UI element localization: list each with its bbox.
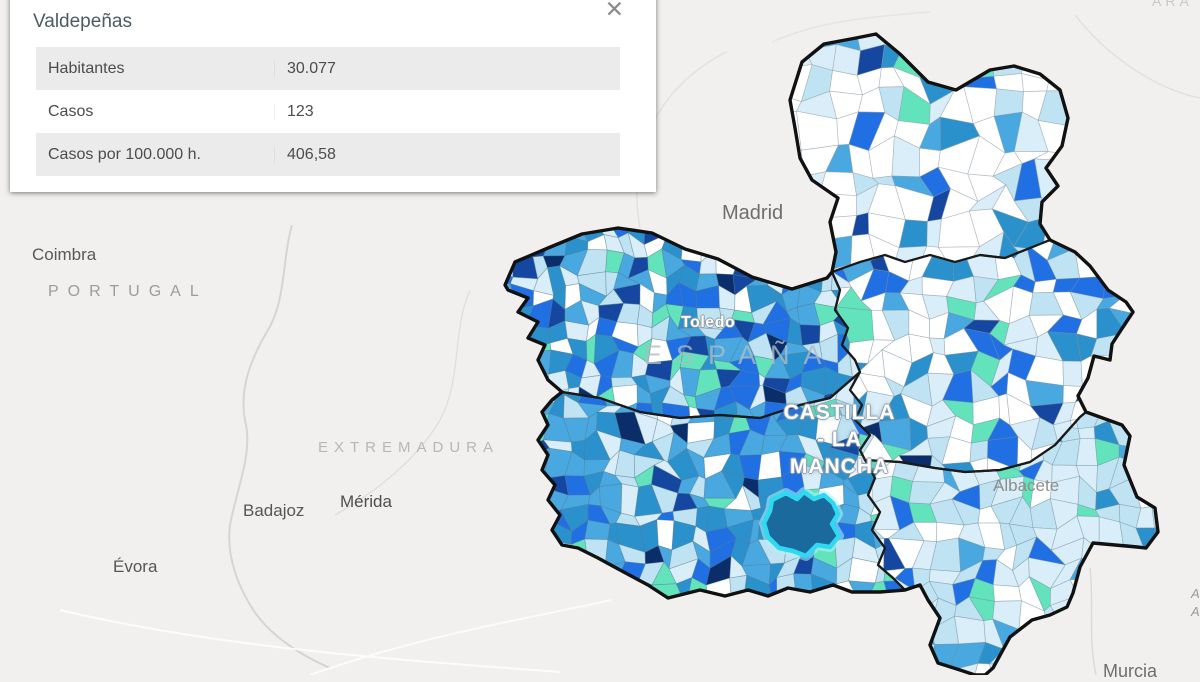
municipality-cell[interactable] xyxy=(759,593,789,611)
faint-line-northeast xyxy=(1074,14,1200,99)
attribute-value: 406,58 xyxy=(274,145,620,164)
portugal-border-line xyxy=(228,224,331,669)
road-line-1 xyxy=(59,609,561,673)
municipality-cell[interactable] xyxy=(993,88,1024,117)
municipality-cell[interactable] xyxy=(1151,478,1183,507)
municipality-cell[interactable] xyxy=(793,573,814,602)
municipality-cell[interactable] xyxy=(696,307,724,330)
municipality-cell[interactable] xyxy=(614,579,640,604)
municipality-cell[interactable] xyxy=(1076,438,1098,467)
municipality-cell[interactable] xyxy=(749,253,774,280)
road-line-2 xyxy=(309,599,613,675)
municipality-cell[interactable] xyxy=(688,406,709,431)
table-row: Casos por 100.000 h. 406,58 xyxy=(36,133,620,176)
attribute-value: 123 xyxy=(274,102,620,121)
municipality-cell[interactable] xyxy=(941,461,979,477)
attribute-label: Casos por 100.000 h. xyxy=(48,145,201,163)
municipality-cell[interactable] xyxy=(919,48,957,78)
municipality-cell[interactable] xyxy=(741,594,773,623)
municipality-cell[interactable] xyxy=(656,519,675,551)
municipality-cell[interactable] xyxy=(675,577,693,606)
municipality-cell[interactable] xyxy=(990,41,1025,77)
municipality-cell[interactable] xyxy=(680,230,703,263)
basemap-lines xyxy=(19,11,1200,675)
municipality-cell[interactable] xyxy=(1109,354,1147,382)
municipality-cell[interactable] xyxy=(1074,248,1106,279)
table-row: Casos 123 xyxy=(36,90,620,133)
popup-attribute-table: Habitantes 30.077 Casos 123 Casos por 10… xyxy=(36,47,620,176)
attribute-label: Casos xyxy=(48,102,94,120)
municipality-cell[interactable] xyxy=(970,39,995,79)
municipality-cell[interactable] xyxy=(757,450,782,481)
municipality-cell[interactable] xyxy=(992,584,1022,602)
extremadura-line xyxy=(334,289,471,516)
municipality-cell[interactable] xyxy=(819,171,857,197)
municipality-cell[interactable] xyxy=(799,324,821,346)
murcia-border-line xyxy=(1089,567,1097,675)
municipality-cell[interactable] xyxy=(1040,197,1068,225)
municipality-cell[interactable] xyxy=(1077,426,1096,440)
municipality-cell[interactable] xyxy=(969,457,988,478)
attribute-value: 30.077 xyxy=(274,59,620,78)
municipality-cell[interactable] xyxy=(1062,360,1083,387)
municipality-cell[interactable] xyxy=(735,400,758,429)
region-border-castilla-la-mancha xyxy=(503,32,1160,675)
municipality-cell[interactable] xyxy=(768,576,778,607)
feature-popup: Valdepeñas ✕ Habitantes 30.077 Casos 123… xyxy=(10,0,656,192)
faint-line-north xyxy=(771,11,931,43)
municipality-cell[interactable] xyxy=(1108,399,1140,422)
municipality-cell[interactable] xyxy=(1151,500,1184,529)
municipality-cell[interactable] xyxy=(954,615,986,645)
popup-title: Valdepeñas xyxy=(33,11,132,32)
municipality-cell[interactable] xyxy=(776,38,813,69)
municipality-cell[interactable] xyxy=(1142,546,1163,571)
municipality-cell[interactable] xyxy=(1097,543,1124,573)
municipality-cell[interactable] xyxy=(877,455,916,493)
attribute-label: Habitantes xyxy=(48,59,125,77)
selected-municipality-valdepenas[interactable] xyxy=(761,489,842,559)
municipality-cell[interactable] xyxy=(511,231,534,258)
municipality-cell[interactable] xyxy=(696,407,716,430)
municipality-cell[interactable] xyxy=(748,400,766,432)
close-icon[interactable]: ✕ xyxy=(604,0,624,22)
table-row: Habitantes 30.077 xyxy=(36,47,620,90)
